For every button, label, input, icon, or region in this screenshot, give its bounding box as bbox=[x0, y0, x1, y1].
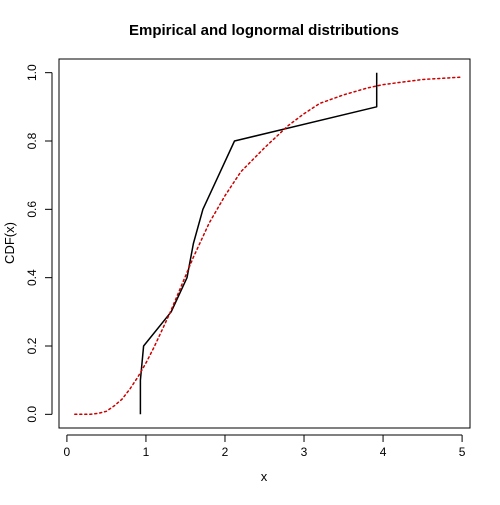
chart-title: Empirical and lognormal distributions bbox=[129, 22, 399, 39]
x-tick-label: 0 bbox=[64, 445, 71, 459]
y-tick-label: 0.6 bbox=[25, 201, 39, 218]
series-layer bbox=[74, 72, 463, 416]
y-axis-label: CDF(x) bbox=[2, 222, 17, 264]
y-tick-label: 0.0 bbox=[25, 406, 39, 423]
x-tick-label: 4 bbox=[380, 445, 387, 459]
y-tick-label: 0.2 bbox=[25, 337, 39, 354]
x-axis: 0 1 2 3 4 5 bbox=[64, 434, 466, 459]
y-axis: 0.0 0.2 0.4 0.6 0.8 1.0 bbox=[25, 64, 53, 423]
y-tick-label: 0.8 bbox=[25, 132, 39, 149]
x-tick-label: 3 bbox=[301, 445, 308, 459]
x-tick-label: 1 bbox=[143, 445, 150, 459]
lognormal-cdf-line bbox=[74, 76, 463, 416]
y-tick-label: 1.0 bbox=[25, 64, 39, 81]
empirical-cdf-line bbox=[139, 72, 378, 415]
x-tick-label: 5 bbox=[459, 445, 466, 459]
plot-frame bbox=[58, 58, 471, 429]
x-tick-label: 2 bbox=[222, 445, 229, 459]
x-axis-label: x bbox=[261, 469, 268, 484]
y-tick-label: 0.4 bbox=[25, 269, 39, 286]
